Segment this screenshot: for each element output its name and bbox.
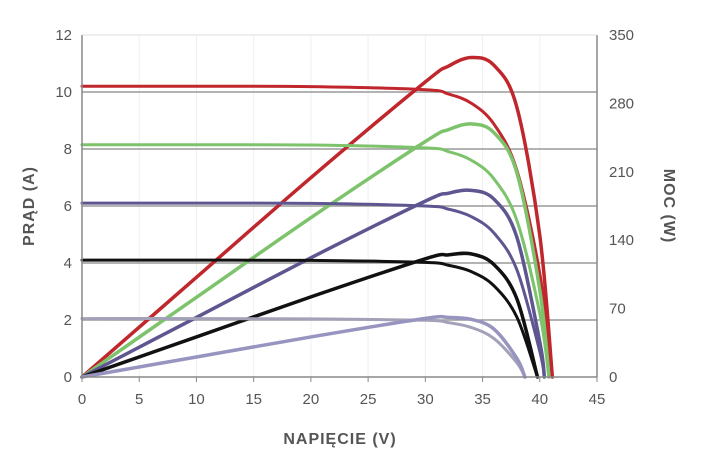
y-tick-label: 0 <box>64 369 72 386</box>
tick-labels: 0 5 10 15 20 25 30 35 40 450246810120701402102803… <box>55 27 634 408</box>
x-tick-label: 0 <box>78 391 86 408</box>
current-curve-black <box>80 258 539 379</box>
x-tick-label: 15 <box>245 391 262 408</box>
y2-tick-label: 280 <box>609 95 634 112</box>
x-tick-label: 30 <box>417 391 434 408</box>
current-curve-purple <box>80 201 546 379</box>
power-curve-purple <box>80 188 547 379</box>
x-tick-label: 35 <box>474 391 491 408</box>
y2-tick-label: 350 <box>609 27 634 44</box>
y-tick-label: 4 <box>64 255 72 272</box>
x-tick-label: 20 <box>303 391 320 408</box>
x-axis-label: NAPIĘCIE (V) <box>283 431 396 448</box>
y-tick-label: 12 <box>55 27 72 44</box>
y2-tick-label: 210 <box>609 164 634 181</box>
x-tick-label: 10 <box>188 391 205 408</box>
y-tick-label: 6 <box>64 198 72 215</box>
current-curve-red <box>80 84 554 379</box>
x-tick-label: 25 <box>360 391 377 408</box>
y2-tick-label: 70 <box>609 301 626 318</box>
y-tick-label: 10 <box>55 84 72 101</box>
axes <box>81 34 598 382</box>
x-tick-label: 40 <box>531 391 548 408</box>
power-curve-red <box>80 55 555 379</box>
x-tick-label: 5 <box>135 391 143 408</box>
y-tick-label: 8 <box>64 141 72 158</box>
y-axis-label: PRĄD (A) <box>21 166 38 246</box>
y2-tick-label: 0 <box>609 369 617 386</box>
power-curve-green <box>80 122 551 379</box>
power-curve-light <box>80 314 527 379</box>
x-tick-label: 45 <box>589 391 606 408</box>
y2-axis-label: MOC (W) <box>660 169 677 244</box>
current-curve-green <box>80 143 551 379</box>
y2-tick-label: 140 <box>609 232 634 249</box>
power-curve-black <box>80 251 540 379</box>
curves <box>80 55 555 379</box>
current-curve-light <box>80 317 527 379</box>
y-tick-label: 2 <box>64 312 72 329</box>
